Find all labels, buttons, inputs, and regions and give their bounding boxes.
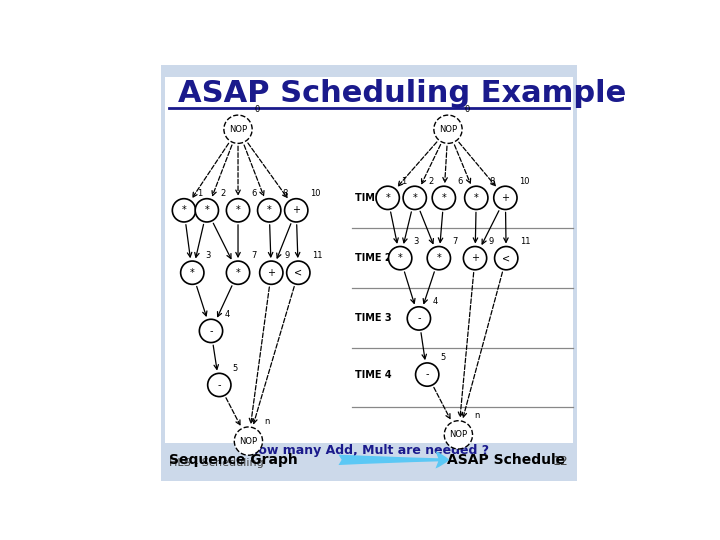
Text: *: * (190, 268, 194, 278)
Text: n: n (265, 417, 270, 426)
Text: 7: 7 (251, 252, 257, 260)
Text: -: - (217, 380, 221, 390)
Circle shape (403, 186, 426, 210)
Text: +: + (267, 268, 275, 278)
Circle shape (427, 246, 451, 270)
Text: NOP: NOP (449, 430, 467, 440)
Circle shape (226, 261, 250, 285)
Circle shape (181, 261, 204, 285)
Text: 3: 3 (206, 252, 211, 260)
Text: NOP: NOP (439, 125, 457, 134)
Circle shape (284, 199, 308, 222)
Text: *: * (235, 268, 240, 278)
Text: 6: 6 (251, 189, 257, 198)
Text: +: + (471, 253, 479, 263)
Text: *: * (385, 193, 390, 203)
Circle shape (444, 421, 472, 449)
Text: *: * (436, 253, 441, 263)
Circle shape (258, 199, 281, 222)
Text: 8: 8 (490, 177, 495, 186)
Text: 11: 11 (520, 237, 530, 246)
Text: 2: 2 (428, 177, 433, 186)
Circle shape (432, 186, 456, 210)
Text: How many Add, Mult are needed ?: How many Add, Mult are needed ? (248, 444, 490, 457)
Text: *: * (204, 205, 210, 215)
Text: 7: 7 (452, 237, 458, 246)
Circle shape (494, 186, 517, 210)
Circle shape (415, 363, 439, 386)
Text: -: - (210, 326, 212, 336)
Circle shape (224, 115, 252, 144)
Text: +: + (292, 205, 300, 215)
Text: NOP: NOP (239, 437, 258, 445)
Text: 2: 2 (220, 189, 225, 198)
Circle shape (389, 246, 412, 270)
Text: -: - (426, 369, 429, 380)
Text: TIME 4: TIME 4 (355, 369, 392, 380)
Text: 10: 10 (519, 177, 529, 186)
Text: +: + (501, 193, 509, 203)
Text: TIME 2: TIME 2 (355, 253, 392, 263)
Text: 5: 5 (441, 353, 446, 362)
Text: 9: 9 (488, 237, 494, 246)
Text: TIME 1: TIME 1 (355, 193, 392, 203)
Text: <: < (294, 268, 302, 278)
Text: *: * (181, 205, 186, 215)
FancyBboxPatch shape (161, 65, 577, 481)
Circle shape (234, 427, 263, 455)
Text: 11: 11 (312, 252, 323, 260)
Text: *: * (474, 193, 479, 203)
Text: 9: 9 (284, 252, 290, 260)
Circle shape (464, 246, 487, 270)
Text: Sequence Graph: Sequence Graph (169, 453, 298, 467)
Text: 1: 1 (401, 177, 406, 186)
Circle shape (199, 319, 222, 342)
Text: 10: 10 (310, 189, 320, 198)
Text: HLS - Scheduling: HLS - Scheduling (169, 458, 264, 468)
Text: 6: 6 (457, 177, 463, 186)
Text: 5: 5 (233, 364, 238, 373)
Text: 4: 4 (432, 297, 438, 306)
Circle shape (260, 261, 283, 285)
Circle shape (464, 186, 488, 210)
Text: <: < (502, 253, 510, 263)
Text: 3: 3 (413, 237, 419, 246)
Text: *: * (235, 205, 240, 215)
Text: *: * (441, 193, 446, 203)
Text: 12: 12 (553, 455, 569, 468)
Text: -: - (417, 313, 420, 323)
Text: ASAP Scheduling Example: ASAP Scheduling Example (178, 79, 626, 109)
Circle shape (408, 307, 431, 330)
Circle shape (226, 199, 250, 222)
Circle shape (376, 186, 400, 210)
Circle shape (495, 246, 518, 270)
Text: TIME 3: TIME 3 (355, 313, 392, 323)
Text: 0: 0 (254, 105, 259, 114)
Text: n: n (474, 411, 480, 420)
Text: 8: 8 (282, 189, 288, 198)
Text: 1: 1 (197, 189, 202, 198)
Text: 4: 4 (225, 309, 230, 319)
Circle shape (434, 115, 462, 144)
Circle shape (207, 373, 231, 396)
Text: NOP: NOP (229, 125, 247, 134)
Text: *: * (398, 253, 402, 263)
Text: 0: 0 (464, 105, 469, 114)
Circle shape (287, 261, 310, 285)
Circle shape (195, 199, 218, 222)
Circle shape (172, 199, 196, 222)
FancyBboxPatch shape (166, 77, 572, 443)
Text: *: * (267, 205, 271, 215)
Text: *: * (413, 193, 417, 203)
Text: ASAP Schedule: ASAP Schedule (447, 453, 565, 467)
